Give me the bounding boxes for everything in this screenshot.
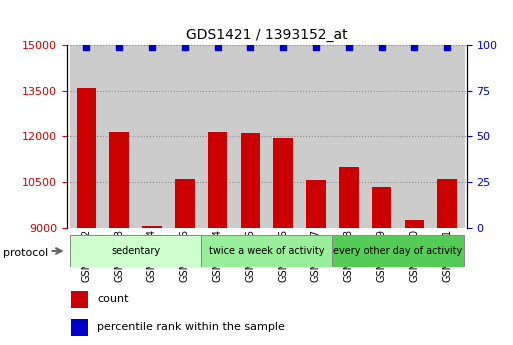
Point <box>312 44 320 49</box>
Point <box>148 44 156 49</box>
Bar <box>339 167 359 228</box>
Text: percentile rank within the sample: percentile rank within the sample <box>97 323 285 333</box>
Bar <box>70 45 103 228</box>
Point <box>213 44 222 49</box>
Bar <box>201 235 332 267</box>
Point <box>443 44 451 49</box>
Bar <box>431 45 464 228</box>
Bar <box>76 88 96 228</box>
Bar <box>103 45 135 228</box>
Text: count: count <box>97 294 129 304</box>
Bar <box>208 132 227 228</box>
Bar <box>267 45 300 228</box>
Bar <box>372 187 391 228</box>
Bar <box>234 45 267 228</box>
Bar <box>365 45 398 228</box>
Bar <box>273 138 293 228</box>
Point <box>181 44 189 49</box>
Bar <box>405 220 424 228</box>
Bar <box>135 45 168 228</box>
Title: GDS1421 / 1393152_at: GDS1421 / 1393152_at <box>186 28 348 42</box>
Bar <box>332 45 365 228</box>
Point <box>82 44 90 49</box>
Text: twice a week of activity: twice a week of activity <box>209 246 325 256</box>
Bar <box>168 45 201 228</box>
Bar <box>241 133 260 228</box>
Point <box>378 44 386 49</box>
Bar <box>142 226 162 228</box>
Bar <box>71 319 89 336</box>
Text: every other day of activity: every other day of activity <box>333 246 463 256</box>
Bar <box>306 179 326 228</box>
Bar <box>175 179 194 228</box>
Point <box>345 44 353 49</box>
Bar <box>300 45 332 228</box>
Point <box>410 44 419 49</box>
Text: protocol: protocol <box>3 248 48 257</box>
Point <box>115 44 123 49</box>
Bar <box>437 179 457 228</box>
Bar <box>201 45 234 228</box>
Point <box>279 44 287 49</box>
Text: sedentary: sedentary <box>111 246 160 256</box>
Bar <box>70 235 201 267</box>
Point <box>246 44 254 49</box>
Bar <box>71 291 89 307</box>
Bar <box>109 132 129 228</box>
Bar <box>398 45 431 228</box>
Bar <box>332 235 464 267</box>
